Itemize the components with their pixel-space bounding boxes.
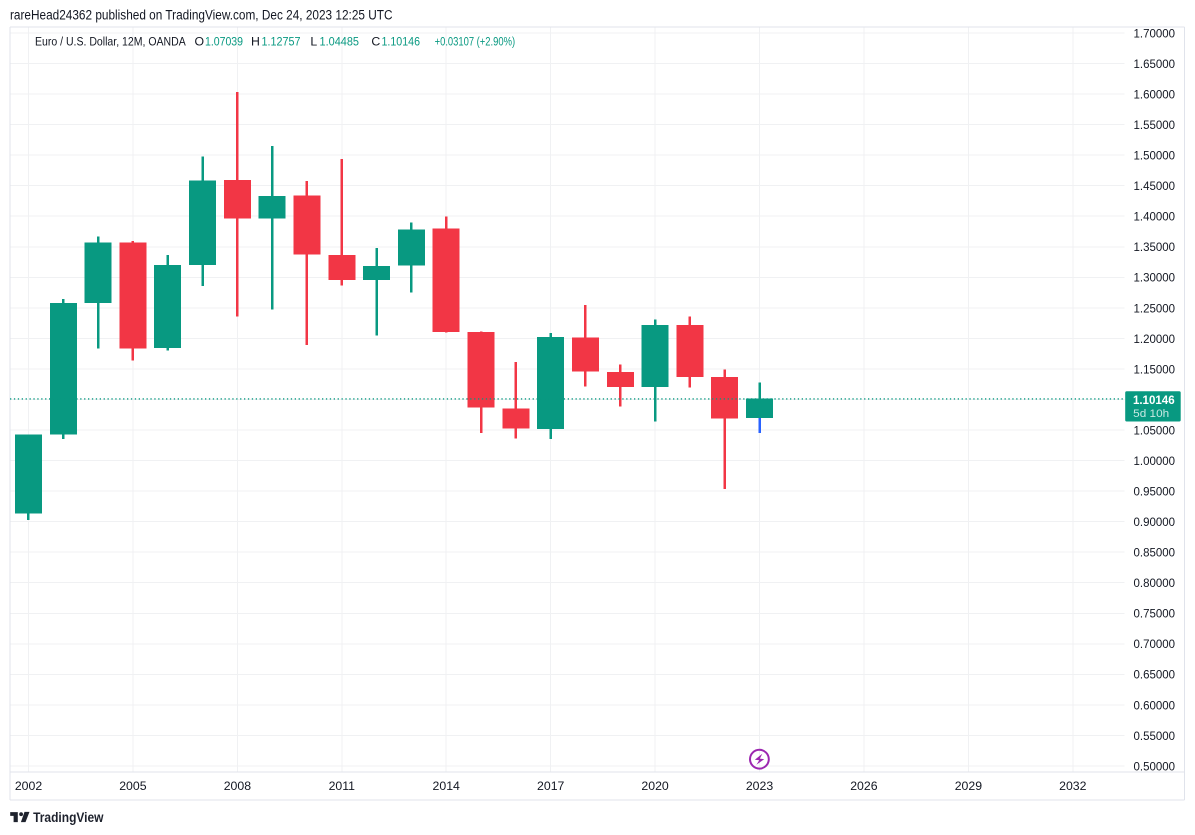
svg-text:0.95000: 0.95000 (1134, 485, 1176, 499)
svg-text:C: C (371, 35, 380, 49)
svg-text:2020: 2020 (641, 779, 669, 793)
svg-text:L: L (310, 35, 317, 49)
svg-text:H: H (251, 35, 260, 49)
svg-text:Euro / U.S. Dollar, 12M, OANDA: Euro / U.S. Dollar, 12M, OANDA (35, 35, 186, 49)
svg-text:0.70000: 0.70000 (1134, 637, 1176, 651)
svg-text:2032: 2032 (1059, 779, 1087, 793)
svg-text:0.50000: 0.50000 (1134, 759, 1176, 773)
svg-text:1.30000: 1.30000 (1134, 271, 1176, 285)
svg-text:0.75000: 0.75000 (1134, 607, 1176, 621)
svg-text:1.55000: 1.55000 (1134, 118, 1176, 132)
svg-text:0.80000: 0.80000 (1134, 576, 1176, 590)
svg-text:2005: 2005 (119, 779, 147, 793)
svg-text:TradingView: TradingView (33, 810, 104, 825)
svg-text:1.45000: 1.45000 (1134, 179, 1176, 193)
svg-text:0.65000: 0.65000 (1134, 668, 1176, 682)
svg-text:0.90000: 0.90000 (1134, 515, 1176, 529)
svg-text:rareHead24362 published on Tra: rareHead24362 published on TradingView.c… (10, 7, 393, 22)
svg-text:O: O (195, 35, 205, 49)
svg-text:2002: 2002 (15, 779, 43, 793)
svg-text:1.05000: 1.05000 (1134, 423, 1176, 437)
svg-text:1.35000: 1.35000 (1134, 240, 1176, 254)
svg-text:5d 10h: 5d 10h (1133, 408, 1169, 420)
svg-text:1.10146: 1.10146 (382, 35, 421, 49)
svg-text:2023: 2023 (746, 779, 774, 793)
svg-text:2017: 2017 (537, 779, 565, 793)
svg-text:1.70000: 1.70000 (1134, 26, 1176, 40)
svg-text:1.00000: 1.00000 (1134, 454, 1176, 468)
svg-text:1.60000: 1.60000 (1134, 88, 1176, 102)
svg-text:2029: 2029 (955, 779, 983, 793)
svg-text:0.85000: 0.85000 (1134, 546, 1176, 560)
svg-text:1.50000: 1.50000 (1134, 149, 1176, 163)
svg-text:1.04485: 1.04485 (320, 35, 360, 49)
svg-text:1.15000: 1.15000 (1134, 362, 1176, 376)
svg-text:+0.03107 (+2.90%): +0.03107 (+2.90%) (435, 35, 515, 49)
svg-text:2014: 2014 (433, 779, 461, 793)
svg-text:1.12757: 1.12757 (262, 35, 301, 49)
svg-text:1.25000: 1.25000 (1134, 301, 1176, 315)
svg-text:0.60000: 0.60000 (1134, 698, 1176, 712)
svg-text:1.07039: 1.07039 (205, 35, 243, 49)
svg-text:1.10146: 1.10146 (1133, 393, 1175, 407)
svg-text:2011: 2011 (329, 779, 356, 793)
svg-text:1.40000: 1.40000 (1134, 210, 1176, 224)
svg-text:1.65000: 1.65000 (1134, 57, 1176, 71)
svg-text:1.20000: 1.20000 (1134, 332, 1176, 346)
svg-text:2008: 2008 (224, 779, 252, 793)
svg-text:0.55000: 0.55000 (1134, 729, 1176, 743)
svg-text:2026: 2026 (850, 779, 878, 793)
